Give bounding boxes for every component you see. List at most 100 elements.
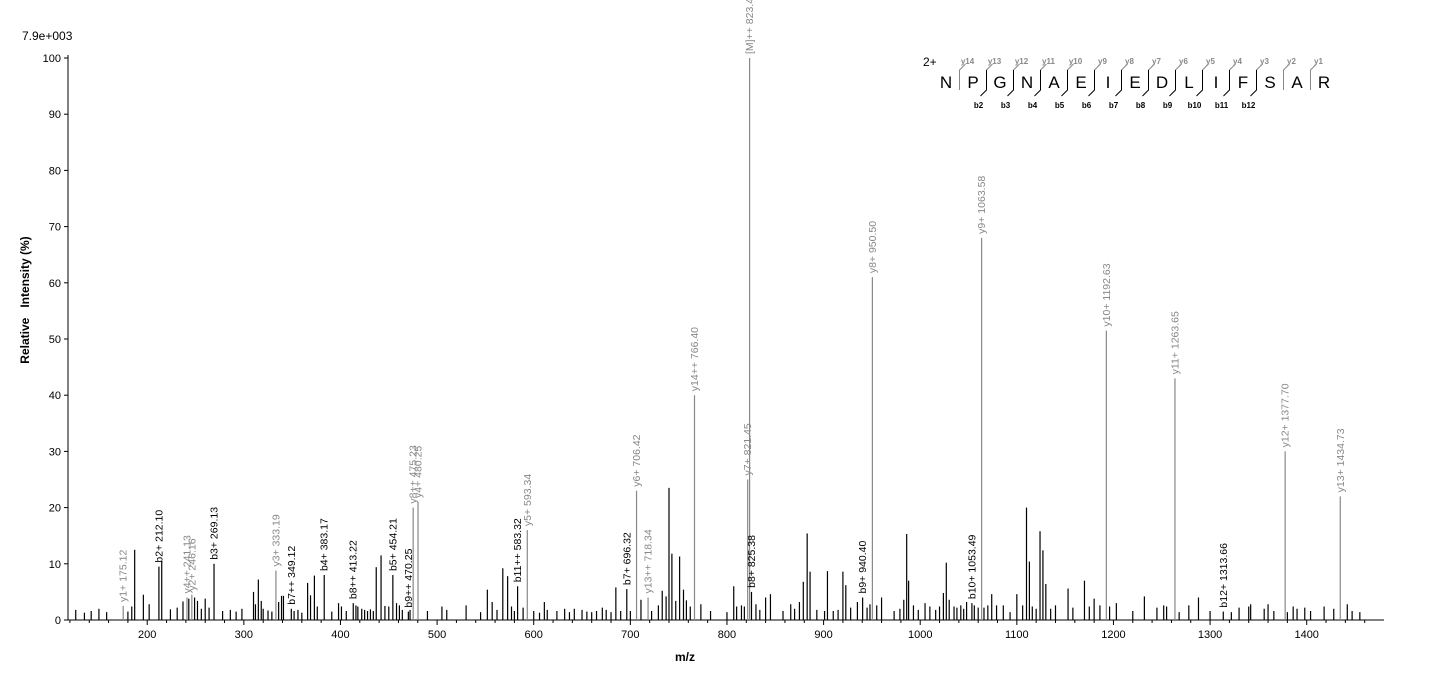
peak-label: y6+ 706.42 — [631, 434, 643, 486]
y-tick-label: 60 — [49, 278, 61, 290]
sequence-residue: F — [1238, 73, 1248, 92]
b-ion-label: b7 — [1109, 101, 1119, 110]
y-ion-label: y6 — [1179, 57, 1188, 66]
x-tick-label: 800 — [718, 629, 736, 641]
b-ion-bracket — [1169, 70, 1176, 97]
y-tick-label: 40 — [49, 390, 61, 402]
y-ion-bracket — [986, 63, 993, 90]
sequence-residue: N — [940, 73, 952, 92]
peak-label: y8+ 950.50 — [867, 221, 879, 273]
y-axis-title: Relative Intensity (%) — [18, 236, 32, 363]
y-ion-label: y4 — [1233, 57, 1242, 66]
y-ion-bracket — [1229, 63, 1236, 90]
peak-label: y1+ 175.12 — [118, 550, 130, 602]
b-ion-label: b6 — [1082, 101, 1092, 110]
x-tick-label: 1200 — [1101, 629, 1125, 641]
peak-label: y11+ 1263.65 — [1169, 311, 1181, 374]
b-ion-bracket — [1250, 70, 1257, 97]
peak-label: y10+ 1192.63 — [1101, 263, 1113, 326]
sequence-residue: I — [1214, 73, 1219, 92]
x-tick-label: 400 — [331, 629, 349, 641]
peak-label: b11++ 583.32 — [512, 518, 524, 582]
sequence-residue: A — [1048, 73, 1060, 92]
peak-label: y14++ 766.40 — [689, 327, 701, 391]
sequence-residue: L — [1184, 73, 1193, 92]
peak-label: y5+ 593.34 — [522, 474, 534, 526]
y-tick-label: 0 — [55, 615, 61, 627]
x-tick-label: 1000 — [908, 629, 932, 641]
peak-label: b8+ 825.38 — [746, 535, 758, 588]
y-ion-label: y8 — [1125, 57, 1134, 66]
y-tick-label: 100 — [43, 53, 61, 65]
y-ion-label: y13 — [988, 57, 1002, 66]
y-ion-bracket — [1040, 63, 1047, 90]
peak-label: y9+ 1063.58 — [976, 176, 988, 234]
y-ion-bracket — [1256, 63, 1263, 90]
b-ion-label: b8 — [1136, 101, 1146, 110]
peak-label: b9++ 470.25 — [403, 548, 415, 607]
sequence-residue: I — [1106, 73, 1111, 92]
b-ion-label: b3 — [1001, 101, 1011, 110]
y-ion-bracket — [1121, 63, 1128, 90]
y-ion-label: y5 — [1206, 57, 1215, 66]
sequence-residue: G — [993, 73, 1006, 92]
x-tick-label: 200 — [138, 629, 156, 641]
b-ion-label: b5 — [1055, 101, 1065, 110]
b-ion-label: b9 — [1163, 101, 1173, 110]
annotated-peaks — [122, 58, 1341, 620]
b-ion-label: b12 — [1242, 101, 1256, 110]
y-ion-label: y14 — [961, 57, 975, 66]
x-tick-label: 700 — [621, 629, 639, 641]
b-ion-label: b2 — [974, 101, 984, 110]
b-ion-bracket — [1142, 70, 1149, 97]
sequence-residue: R — [1318, 73, 1330, 92]
peak-label: b8++ 413.22 — [348, 540, 360, 599]
b-ion-bracket — [1034, 70, 1041, 97]
y-ion-bracket — [1283, 63, 1290, 90]
sequence-residue: A — [1291, 73, 1303, 92]
x-tick-label: 1100 — [1005, 629, 1029, 641]
peak-label: y13++ 718.34 — [643, 529, 655, 593]
y-tick-label: 20 — [49, 503, 61, 515]
y-ion-label: y11 — [1042, 57, 1055, 66]
b-ion-bracket — [1007, 70, 1014, 97]
y-ion-bracket — [1310, 63, 1317, 90]
b-ion-bracket — [1088, 70, 1095, 97]
y-tick-label: 90 — [49, 109, 61, 121]
y-tick-label: 50 — [49, 334, 61, 346]
peak-label: y12+ 1377.70 — [1280, 383, 1292, 447]
x-tick-label: 1300 — [1198, 629, 1222, 641]
x-tick-label: 1400 — [1294, 629, 1318, 641]
b-ion-label: b10 — [1188, 101, 1202, 110]
y-ion-bracket — [1202, 63, 1209, 90]
y-ion-label: y2 — [1287, 57, 1296, 66]
sequence-residue: P — [967, 73, 978, 92]
b-ion-bracket — [980, 70, 987, 97]
peak-label: b4+ 383.17 — [319, 518, 331, 571]
peak-label: y2+ 246.16 — [186, 538, 198, 590]
b-ion-label: b11 — [1215, 101, 1229, 110]
b-ion-bracket — [1115, 70, 1122, 97]
sequence-residue: N — [1021, 73, 1033, 92]
y-ion-bracket — [1148, 63, 1155, 90]
y-ion-label: y3 — [1260, 57, 1269, 66]
sequence-residue: S — [1264, 73, 1275, 92]
y-ion-label: y10 — [1069, 57, 1083, 66]
y-ion-label: y7 — [1152, 57, 1161, 66]
peak-label: y8++ 475.23 — [408, 445, 420, 504]
b-ion-bracket — [1223, 70, 1230, 97]
b-ion-bracket — [1061, 70, 1068, 97]
y-ion-bracket — [1013, 63, 1020, 90]
sequence-residue: D — [1156, 73, 1168, 92]
sequence-residue: E — [1129, 73, 1140, 92]
peak-label: b3+ 269.13 — [209, 507, 221, 560]
peak-label: b10+ 1053.49 — [966, 534, 978, 599]
y-ion-label: y12 — [1015, 57, 1029, 66]
peak-label: y4+ 480.25 — [413, 446, 425, 498]
x-tick-label: 500 — [428, 629, 446, 641]
b-ion-bracket — [1196, 70, 1203, 97]
x-axis-title: m/z — [675, 650, 695, 664]
